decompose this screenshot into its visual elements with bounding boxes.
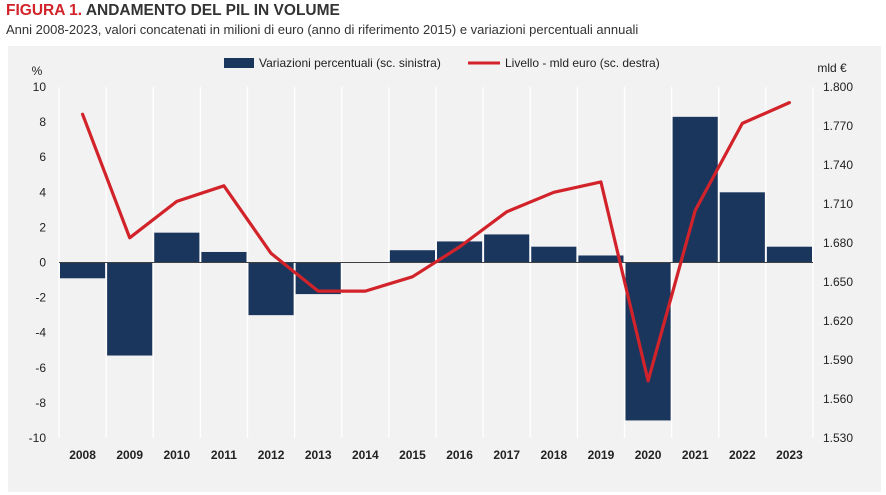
legend: Variazioni percentuali (sc. sinistra) Li… <box>224 56 660 70</box>
line-series <box>80 100 792 383</box>
left-tick-label: 6 <box>39 150 46 164</box>
x-tick-label-2023: 2023 <box>776 448 803 462</box>
chart-subtitle: Anni 2008-2023, valori concatenati in mi… <box>6 22 639 37</box>
bar-2011 <box>201 251 247 263</box>
x-tick-label-2022: 2022 <box>729 448 756 462</box>
bar-2012 <box>248 262 294 316</box>
left-tick-label: -4 <box>35 326 46 340</box>
bar-2009 <box>107 262 153 356</box>
bar-2023 <box>766 246 812 263</box>
x-tick-label-2011: 2011 <box>211 448 237 462</box>
right-tick-label: 1.560 <box>823 392 853 406</box>
x-tick-label-2009: 2009 <box>116 448 143 462</box>
left-tick-label: 10 <box>33 80 47 94</box>
right-tick-label: 1.770 <box>823 119 853 133</box>
right-tick-label: 1.530 <box>823 431 853 445</box>
bar-2021 <box>672 116 718 263</box>
bar-2018 <box>531 246 577 263</box>
legend-swatch-bars <box>224 58 254 68</box>
x-axis-tick-labels: 2008 2009 2010 2011 2012 2013 2014 2015 2016 2017… <box>69 448 803 462</box>
x-tick-label-2014: 2014 <box>352 448 379 462</box>
x-tick-label-2010: 2010 <box>163 448 190 462</box>
left-tick-label: -10 <box>29 431 47 445</box>
chart-title: FIGURA 1. ANDAMENTO DEL PIL IN VOLUME <box>6 2 340 20</box>
figure-title-text: ANDAMENTO DEL PIL IN VOLUME <box>85 2 340 19</box>
right-tick-label: 1.590 <box>823 353 853 367</box>
bar-series <box>60 116 812 421</box>
left-tick-label: 8 <box>39 115 46 129</box>
left-tick-label: 2 <box>39 220 46 234</box>
legend-label-bars: Variazioni percentuali (sc. sinistra) <box>259 56 441 70</box>
bar-2008 <box>60 262 106 279</box>
level-line <box>80 100 792 383</box>
right-tick-label: 1.680 <box>823 236 853 250</box>
bar-2010 <box>154 232 200 263</box>
figure-label: FIGURA 1. <box>6 2 83 19</box>
x-tick-label-2017: 2017 <box>493 448 520 462</box>
bar-2017 <box>484 234 530 263</box>
x-tick-label-2020: 2020 <box>635 448 662 462</box>
right-axis-tick-labels: 1.800 1.770 1.740 1.710 1.680 1.650 1.620 1.590… <box>823 80 853 445</box>
right-tick-label: 1.800 <box>823 80 853 94</box>
x-tick-label-2015: 2015 <box>399 448 426 462</box>
right-tick-label: 1.710 <box>823 197 853 211</box>
left-axis-unit: % <box>32 64 43 78</box>
x-tick-label-2021: 2021 <box>682 448 709 462</box>
left-tick-label: 0 <box>39 256 46 270</box>
bar-2019 <box>578 255 624 263</box>
bar-2022 <box>719 192 765 263</box>
bar-2016 <box>437 241 483 263</box>
right-tick-label: 1.650 <box>823 275 853 289</box>
x-tick-label-2018: 2018 <box>540 448 567 462</box>
bar-2020 <box>625 262 671 421</box>
left-tick-label: -8 <box>35 396 46 410</box>
right-axis-unit: mld € <box>817 61 847 75</box>
x-tick-label-2019: 2019 <box>588 448 615 462</box>
bar-2015 <box>389 250 435 263</box>
x-tick-label-2012: 2012 <box>258 448 285 462</box>
x-tick-label-2016: 2016 <box>446 448 473 462</box>
right-tick-label: 1.740 <box>823 158 853 172</box>
right-tick-label: 1.620 <box>823 314 853 328</box>
left-axis-tick-labels: 10 8 6 4 2 0 -2 -4 -6 -8 -10 <box>29 80 47 445</box>
legend-label-line: Livello - mld euro (sc. destra) <box>505 56 660 70</box>
x-tick-label-2013: 2013 <box>305 448 332 462</box>
left-tick-label: -6 <box>35 361 46 375</box>
left-tick-label: -2 <box>35 291 46 305</box>
left-tick-label: 4 <box>39 185 46 199</box>
x-tick-label-2008: 2008 <box>69 448 96 462</box>
